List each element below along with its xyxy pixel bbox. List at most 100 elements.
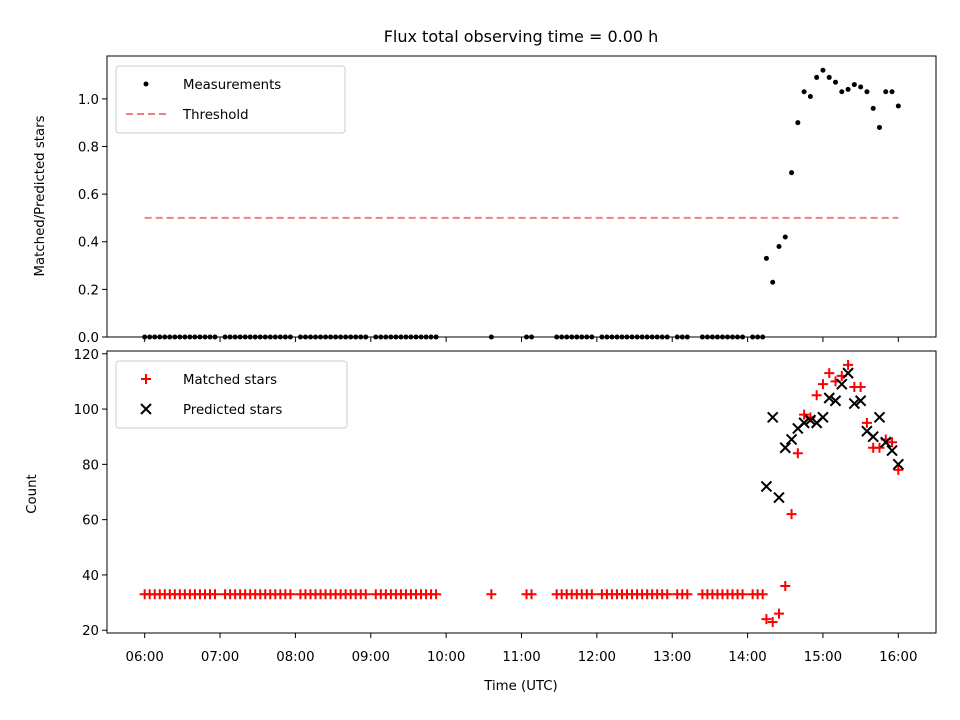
predicted-star-point [836, 378, 848, 390]
matched-star-point [757, 589, 768, 600]
predicted-star-point [767, 411, 779, 424]
x-tick-label: 11:00 [502, 650, 540, 665]
top-panel: 0.0 0.2 0.4 0.6 0.8 1.0 Matched/Predicted sta… [33, 55, 937, 346]
measurement-point [858, 84, 864, 90]
bottom-ylabel: Count [25, 474, 40, 514]
predicted-star-point [760, 480, 773, 493]
y-tick-label: 1.0 [78, 93, 99, 108]
measurement-point [782, 234, 788, 240]
matched-star-point [767, 616, 778, 627]
matched-star-point [210, 589, 221, 600]
predicted-star-point [873, 411, 886, 424]
matched-star-point [360, 589, 371, 600]
legend-label: Matched stars [183, 373, 277, 388]
matched-star-point [682, 589, 693, 600]
predicted-star-point [817, 411, 829, 424]
predicted-star-point [823, 392, 835, 404]
matched-star-point [799, 409, 810, 420]
matched-star-point [526, 589, 537, 600]
matched-star-point [285, 589, 296, 600]
measurement-point [889, 89, 895, 95]
measurement-point [839, 89, 845, 95]
y-tick-label: 0.8 [78, 140, 99, 155]
measurement-point [845, 86, 851, 92]
y-tick-label: 0.6 [78, 188, 99, 203]
measurement-point [801, 89, 807, 95]
measurement-point [814, 74, 820, 80]
predicted-star-point [798, 417, 810, 429]
y-tick-label: 60 [82, 514, 99, 529]
matched-star-point [431, 589, 442, 600]
predicted-star-point [804, 414, 817, 426]
matched-star-point [662, 589, 673, 600]
predicted-star-point [867, 430, 879, 443]
measurement-point [883, 89, 889, 95]
measurement-point [864, 89, 870, 95]
matched-star-point [486, 589, 497, 600]
predicted-star-point [773, 491, 785, 504]
matched-star-point [761, 614, 772, 625]
predicted-star-point [785, 433, 798, 446]
matched-star-point [737, 589, 748, 600]
measurement-point [776, 244, 782, 250]
x-tick-label: 15:00 [804, 650, 842, 665]
matched-star-point [893, 464, 904, 475]
measurement-point [795, 120, 801, 126]
bottom-legend: Matched stars Predicted stars [115, 360, 348, 429]
legend-box [115, 360, 348, 429]
legend-marker-predicted [140, 403, 152, 415]
series-predicted-stars [760, 367, 905, 504]
legend-label: Threshold [182, 108, 249, 123]
y-tick-label: 20 [82, 624, 99, 639]
x-tick-label: 12:00 [578, 650, 616, 665]
top-legend: Measurements Threshold [115, 65, 346, 134]
matched-star-point [887, 437, 898, 448]
legend-label: Predicted stars [183, 403, 282, 418]
measurement-point [851, 82, 857, 88]
x-tick-label: 07:00 [201, 650, 239, 665]
x-tick-label: 08:00 [276, 650, 314, 665]
measurement-point [826, 74, 832, 80]
y-tick-label: 80 [82, 458, 99, 473]
figure-title: Flux total observing time = 0.00 h [384, 27, 659, 46]
matched-star-point [586, 589, 597, 600]
x-axis-label: Time (UTC) [483, 679, 558, 694]
measurement-point [789, 170, 795, 176]
legend-label: Measurements [183, 78, 281, 93]
measurement-point [833, 79, 839, 85]
x-tick-label: 10:00 [427, 650, 465, 665]
matched-star-point [874, 442, 885, 453]
matched-star-point [792, 448, 803, 459]
matched-star-point [861, 417, 872, 428]
predicted-star-point [880, 436, 892, 448]
matched-star-point [817, 379, 828, 390]
measurement-point [807, 93, 813, 99]
matched-star-point [773, 608, 784, 619]
matched-star-point [780, 581, 791, 591]
predicted-star-point [854, 395, 867, 407]
measurement-point [770, 279, 776, 285]
x-tick-label: 14:00 [728, 650, 766, 665]
legend-marker-matched [141, 374, 151, 384]
x-tick-label: 13:00 [653, 650, 691, 665]
measurement-point [870, 105, 876, 111]
matched-star-point [855, 381, 866, 392]
y-tick-label: 0.0 [78, 331, 99, 346]
predicted-star-point [848, 397, 861, 410]
y-tick-label: 120 [74, 348, 99, 363]
measurement-point [820, 67, 826, 73]
y-tick-label: 100 [74, 403, 99, 418]
predicted-star-point [779, 442, 791, 454]
x-tick-label: 16:00 [879, 650, 917, 665]
legend-box [115, 65, 346, 134]
matched-star-point [824, 368, 835, 379]
matched-star-point [843, 359, 854, 370]
measurement-point [876, 124, 882, 130]
legend-marker-measurements [143, 81, 149, 87]
matched-star-point [811, 390, 822, 401]
predicted-star-point [892, 458, 905, 471]
predicted-star-point [886, 444, 898, 457]
top-ylabel: Matched/Predicted stars [33, 115, 48, 276]
matched-star-point [786, 509, 797, 520]
